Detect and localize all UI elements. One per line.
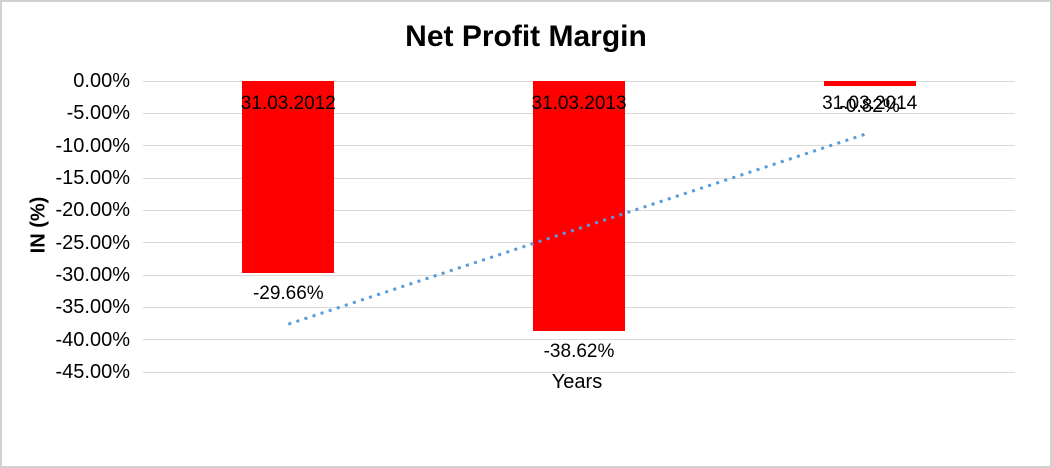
y-axis-tick-label: -40.00% <box>55 328 131 351</box>
bar-value-label: -29.66% <box>252 282 324 304</box>
bar-category-label: 31.03.2012 <box>240 93 336 114</box>
bar-category-label: 31.03.2014 <box>822 93 918 114</box>
bar-category-label: 31.03.2013 <box>531 93 627 114</box>
bar-value-label: -0.82% <box>839 96 900 118</box>
bar <box>533 81 625 331</box>
y-axis-tick-label: -35.00% <box>55 296 131 319</box>
chart-title: Net Profit Margin <box>405 20 647 53</box>
y-axis-tick-label: 0.00% <box>73 70 130 92</box>
bar-value-label: -38.62% <box>543 340 615 362</box>
gridline <box>143 339 1015 341</box>
y-axis-tick-label: -10.00% <box>55 134 131 157</box>
y-axis-tick-label: -25.00% <box>55 231 131 254</box>
y-axis-title: IN (%) <box>27 196 50 254</box>
gridline <box>143 371 1015 373</box>
x-axis-title: Years <box>551 371 603 393</box>
bar <box>823 81 916 87</box>
y-axis-tick-label: -30.00% <box>55 264 131 286</box>
y-axis-tick-label: -45.00% <box>55 361 131 383</box>
y-axis-tick-label: -15.00% <box>55 167 131 189</box>
y-axis-tick-label: -5.00% <box>66 102 130 125</box>
y-axis-tick-label: -20.00% <box>55 199 131 222</box>
